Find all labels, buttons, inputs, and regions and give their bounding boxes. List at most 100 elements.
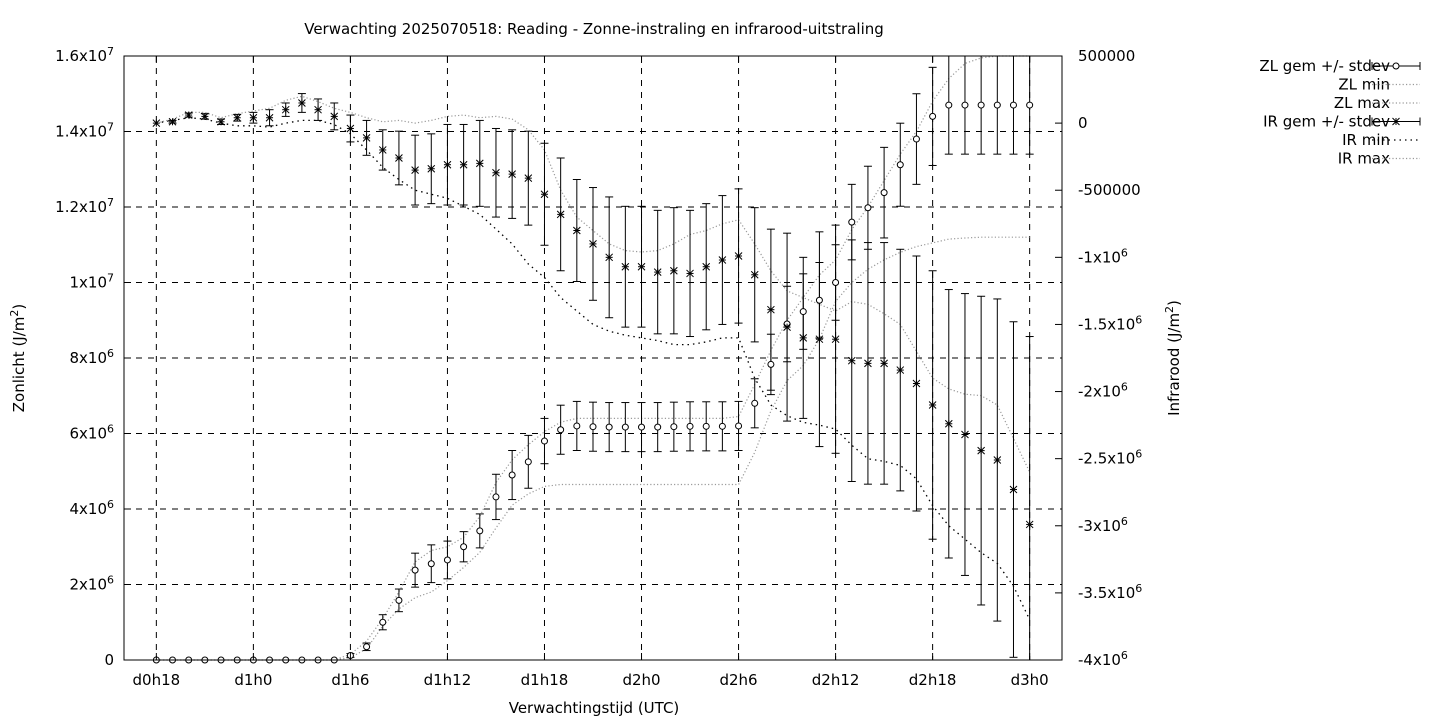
star-stroke	[637, 262, 646, 271]
ir-mean-point	[395, 154, 403, 162]
ir-mean-point	[896, 366, 905, 374]
star-stroke	[653, 268, 662, 276]
ir-mean-point	[880, 359, 888, 368]
star-stroke	[605, 253, 614, 262]
ir-mean-point	[928, 401, 937, 409]
ir-mean-point	[427, 164, 436, 173]
legend-label: IR min	[1342, 131, 1390, 149]
y2-axis-label: Infrarood (J/m2)	[1163, 300, 1183, 416]
grid-lines	[124, 56, 1062, 660]
star-stroke	[1025, 520, 1034, 529]
ir-mean-point	[767, 305, 775, 314]
ir-mean-point	[605, 253, 614, 262]
zl-mean-point	[993, 101, 1001, 109]
zl-mean-point	[605, 423, 613, 431]
zl-mean-point	[589, 423, 597, 431]
star-stroke	[217, 117, 225, 126]
zl-mean-point	[508, 471, 516, 479]
ir-mean-point	[831, 335, 840, 344]
star-stroke	[362, 134, 371, 142]
star-stroke	[475, 159, 484, 168]
zl-mean-point	[815, 296, 823, 304]
y2-tick-label: -500000	[1078, 181, 1141, 199]
ir-mean-point	[621, 262, 630, 271]
ir-mean-point	[637, 262, 646, 271]
y-axis-label: Zonlicht (J/m2)	[8, 304, 28, 413]
star-stroke	[184, 111, 193, 119]
zl-mean-point	[411, 566, 419, 574]
ir-mean-point	[249, 113, 258, 122]
zl-mean-point	[638, 423, 646, 431]
ir-mean-point	[459, 160, 468, 169]
zl-mean-point	[363, 643, 371, 651]
star-stroke	[411, 166, 419, 174]
zl-mean-point	[799, 308, 807, 316]
zl-mean-point	[702, 422, 710, 430]
ir-mean-point	[362, 134, 371, 142]
ir-mean-point	[670, 266, 678, 275]
star-stroke	[395, 154, 403, 162]
ir-mean-point	[524, 174, 533, 182]
x-tick-label: d3h0	[1011, 671, 1049, 689]
star-stroke	[443, 160, 452, 169]
star-stroke	[702, 262, 711, 271]
ir-mean-point	[201, 112, 209, 121]
y-tick-label: 2x106	[69, 574, 114, 594]
zl-mean-point	[427, 560, 435, 568]
ir-mean-point	[411, 166, 419, 174]
zl-mean-point	[540, 437, 548, 445]
zl-mean-point	[492, 493, 500, 501]
ir-mean-point	[718, 256, 727, 264]
error-bars	[168, 55, 1034, 661]
ir-mean-point	[572, 226, 581, 235]
ir-mean-point	[815, 335, 824, 344]
y2-tick-label: -1x106	[1078, 246, 1128, 266]
ir-mean-point	[184, 111, 193, 119]
y2-tick-label: -2.5x106	[1078, 448, 1142, 468]
zl-mean-point	[945, 101, 953, 109]
y2-tick-label: -2x106	[1078, 381, 1128, 401]
ir-mean-point	[944, 419, 953, 428]
star-stroke	[686, 269, 694, 278]
zl-mean-point	[654, 423, 662, 431]
ir-mean-point	[168, 117, 177, 126]
x-tick-label: d1h12	[424, 671, 472, 689]
ir-mean-point	[346, 124, 355, 133]
x-tick-label: d1h18	[521, 671, 569, 689]
zl-mean-point	[1026, 101, 1034, 109]
x-tick-label: d1h6	[331, 671, 369, 689]
star-stroke	[1009, 485, 1018, 494]
star-stroke	[993, 456, 1002, 464]
ir-mean-point	[152, 119, 161, 127]
star-stroke	[249, 113, 258, 122]
star-stroke	[330, 112, 339, 121]
star-stroke	[508, 170, 516, 178]
legend-label: IR max	[1338, 150, 1390, 168]
x-tick-label: d2h12	[812, 671, 860, 689]
zl-mean-point	[767, 360, 775, 368]
ir-mean-point	[233, 113, 242, 122]
ir-mean-point	[298, 99, 306, 107]
star-stroke	[492, 168, 500, 177]
ir-mean-point	[217, 117, 225, 126]
y-tick-label: 0	[104, 651, 114, 669]
ir-mean-point	[265, 113, 274, 122]
y2-tick-label: -4x106	[1078, 649, 1128, 669]
star-stroke	[378, 146, 387, 154]
ir-mean-point	[847, 356, 856, 365]
x-tick-label: d1h0	[234, 671, 272, 689]
ir-mean-point	[993, 456, 1002, 464]
ir-mean-point	[1009, 485, 1018, 494]
ir-mean-point	[750, 270, 759, 279]
ir-mean-point	[314, 105, 322, 114]
ir-mean-point	[783, 323, 791, 331]
zl-mean-point	[379, 618, 387, 626]
star-stroke	[815, 335, 824, 344]
star-stroke	[459, 160, 468, 169]
zl-mean-point	[557, 426, 565, 434]
zl-mean-point	[573, 422, 581, 430]
star-stroke	[799, 334, 808, 342]
star-stroke	[718, 256, 727, 264]
star-stroke	[201, 112, 209, 121]
star-stroke	[734, 252, 743, 260]
